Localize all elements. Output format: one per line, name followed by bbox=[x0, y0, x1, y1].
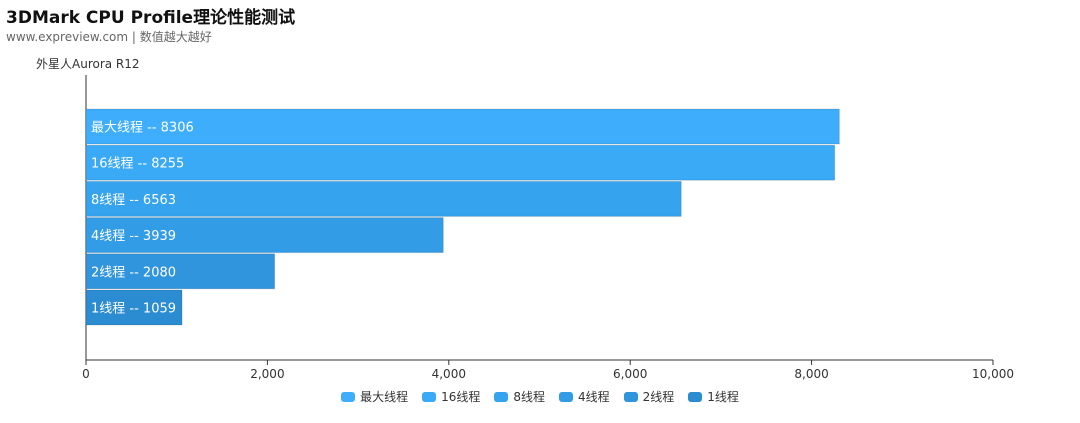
legend-item[interactable]: 4线程 bbox=[559, 388, 610, 405]
legend-label: 1线程 bbox=[707, 390, 739, 404]
bar-4 bbox=[85, 253, 276, 290]
legend-swatch bbox=[688, 391, 703, 402]
x-tick-label: 10,000 bbox=[972, 367, 1014, 381]
x-tick-label: 4,000 bbox=[432, 367, 466, 381]
legend-label: 4线程 bbox=[578, 390, 610, 404]
x-tick-label: 0 bbox=[82, 367, 90, 381]
x-tick-label: 8,000 bbox=[794, 367, 828, 381]
bar-0 bbox=[85, 108, 840, 145]
chart-subtitle: www.expreview.com | 数值越大越好 bbox=[6, 30, 212, 44]
legend-swatch bbox=[494, 391, 509, 402]
legend-item[interactable]: 16线程 bbox=[422, 388, 480, 405]
legend-swatch bbox=[341, 391, 356, 402]
legend-swatch bbox=[559, 391, 573, 402]
chart-title: 3DMark CPU Profile理论性能测试 bbox=[6, 8, 296, 28]
bar-5 bbox=[85, 289, 183, 326]
legend-label: 2线程 bbox=[642, 390, 675, 404]
bar-1 bbox=[85, 144, 836, 181]
legend-label: 最大线程 bbox=[360, 390, 409, 404]
bar-data-label: 4线程 -- 3939 bbox=[91, 229, 176, 244]
legend-item[interactable]: 1线程 bbox=[688, 388, 739, 405]
legend-label: 16线程 bbox=[441, 390, 481, 404]
legend-label: 8线程 bbox=[513, 390, 545, 404]
bar-2 bbox=[85, 180, 682, 217]
legend: 最大线程 16线程 8线程 4线程 2线程 1线程 bbox=[0, 388, 1080, 405]
bar-data-label: 最大线程 -- 8306 bbox=[91, 121, 194, 136]
legend-item[interactable]: 2线程 bbox=[623, 388, 675, 405]
legend-swatch bbox=[422, 391, 437, 402]
legend-swatch bbox=[623, 391, 638, 402]
bar-data-label: 8线程 -- 6563 bbox=[91, 193, 176, 208]
bar-data-label: 2线程 -- 2080 bbox=[91, 265, 176, 280]
legend-item[interactable]: 最大线程 bbox=[341, 388, 408, 405]
legend-item[interactable]: 8线程 bbox=[494, 388, 545, 405]
x-tick-label: 6,000 bbox=[613, 367, 647, 381]
device-label: 外星人Aurora R12 bbox=[36, 57, 140, 71]
bar-data-label: 16线程 -- 8255 bbox=[91, 157, 184, 172]
bar-data-label: 1线程 -- 1059 bbox=[91, 302, 176, 317]
x-tick-label: 2,000 bbox=[250, 367, 284, 381]
bar-3 bbox=[85, 217, 444, 254]
